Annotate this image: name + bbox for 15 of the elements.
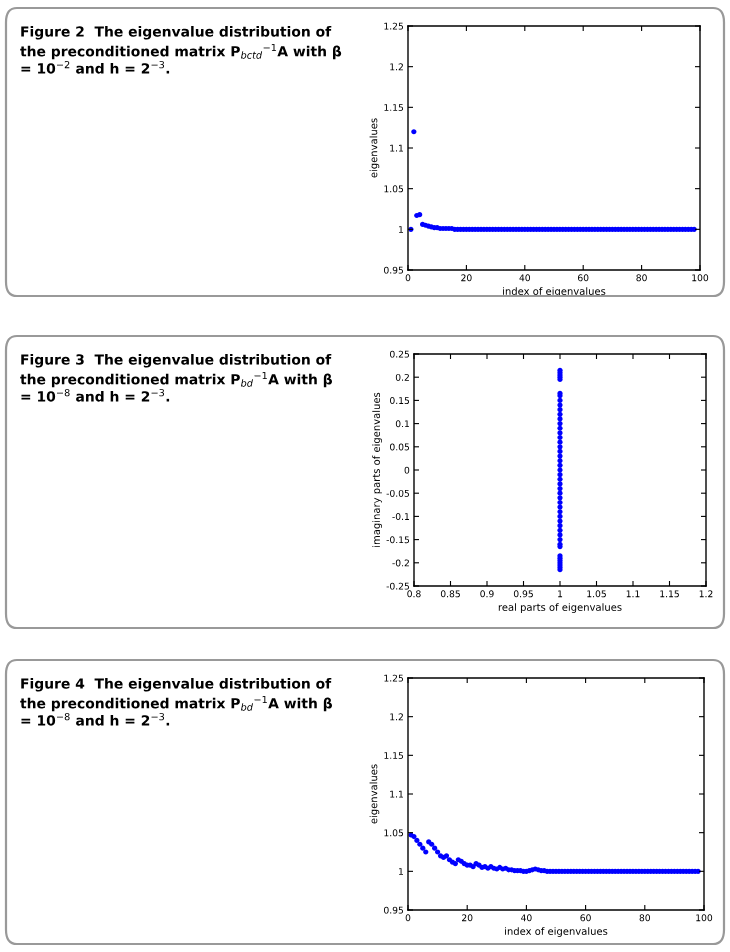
point [557, 397, 563, 403]
point [557, 416, 563, 422]
point [557, 509, 563, 515]
point [557, 467, 563, 473]
point [557, 448, 563, 455]
point [557, 434, 563, 441]
point [557, 499, 563, 506]
point [557, 485, 563, 492]
point [557, 513, 563, 519]
point [557, 444, 563, 450]
point [557, 430, 563, 436]
point [557, 532, 563, 538]
point [557, 495, 563, 501]
point [557, 481, 563, 487]
point [557, 453, 563, 459]
